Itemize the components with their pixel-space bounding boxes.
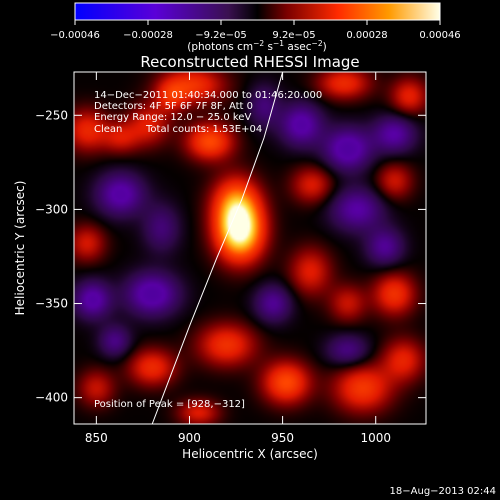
annotation-clean: Clean xyxy=(94,124,122,135)
annotation-peak-position: Position of Peak = [928,−312] xyxy=(94,399,245,410)
axis-tick-labels: 850 900 950 1000 −400 −350 −300 −250 xyxy=(35,108,391,445)
colorbar-bar xyxy=(74,2,441,21)
colorbar-tick-label: −0.00028 xyxy=(123,30,173,41)
colorbar-tick-label: 0.00028 xyxy=(346,30,387,41)
colorbar-tick-label: −0.00046 xyxy=(50,30,100,41)
y-tick-label: −300 xyxy=(35,202,68,216)
y-axis-label: Heliocentric Y (arcsec) xyxy=(13,181,27,316)
colorbar-tick-label: 0.00046 xyxy=(419,30,460,41)
colorbar-tick-label: 9.2e−05 xyxy=(272,30,315,41)
annotation-total-counts: Total counts: 1.53E+04 xyxy=(145,124,262,135)
annotation-time-range: 14−Dec−2011 01:40:34.000 to 01:46:20.000 xyxy=(94,90,322,101)
annotation-detectors: Detectors: 4F 5F 6F 7F 8F, Att 0 xyxy=(94,101,253,112)
colorbar-tick-label: −9.2e−05 xyxy=(195,30,247,41)
colorbar: −0.00046 −0.00028 −9.2e−05 9.2e−05 0.00028 0.… xyxy=(50,2,461,53)
chart-title: Reconstructed RHESSI Image xyxy=(140,53,359,71)
y-tick-label: −350 xyxy=(35,297,68,311)
plot-area: 14−Dec−2011 01:40:34.000 to 01:46:20.000… xyxy=(74,72,426,424)
footer-date: 18−Aug−2013 02:44 xyxy=(390,486,496,497)
y-tick-label: −400 xyxy=(35,391,68,405)
plot-frame xyxy=(73,71,427,425)
x-tick-label: 1000 xyxy=(360,431,391,445)
x-axis-label: Heliocentric X (arcsec) xyxy=(182,447,318,461)
x-tick-label: 950 xyxy=(271,431,294,445)
solar-limb-line xyxy=(151,72,284,424)
annotation-energy-range: Energy Range: 12.0 − 25.0 keV xyxy=(94,112,251,123)
axis-ticks xyxy=(74,72,426,424)
x-tick-label: 900 xyxy=(178,431,201,445)
heatmap-image xyxy=(74,72,426,424)
x-tick-label: 850 xyxy=(85,431,108,445)
colorbar-unit-label: (photons cm−2 s−1 asec−2) xyxy=(187,39,326,53)
y-tick-label: −250 xyxy=(35,108,68,122)
colorbar-tick-labels: −0.00046 −0.00028 −9.2e−05 9.2e−05 0.00028 0.… xyxy=(50,30,461,41)
colorbar-ticks xyxy=(74,20,441,25)
